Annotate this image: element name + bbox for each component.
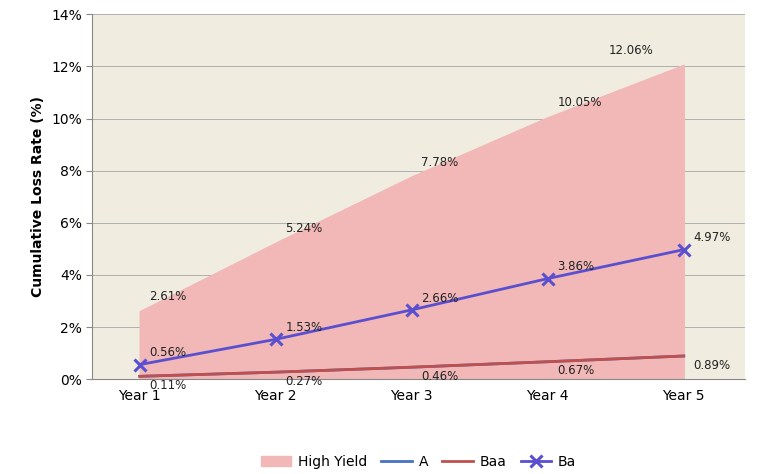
Text: 1.53%: 1.53% xyxy=(285,321,323,334)
Text: 4.97%: 4.97% xyxy=(694,231,730,245)
Text: 0.46%: 0.46% xyxy=(422,370,458,383)
Text: 0.11%: 0.11% xyxy=(149,379,187,392)
Y-axis label: Cumulative Loss Rate (%): Cumulative Loss Rate (%) xyxy=(31,96,45,297)
Text: 0.89%: 0.89% xyxy=(694,359,730,372)
Text: 0.67%: 0.67% xyxy=(558,365,594,377)
Text: 2.66%: 2.66% xyxy=(422,292,458,305)
Text: 0.56%: 0.56% xyxy=(149,346,187,359)
Text: 10.05%: 10.05% xyxy=(558,96,602,109)
Legend: High Yield, A, Baa, Ba: High Yield, A, Baa, Ba xyxy=(255,449,582,474)
Text: 0.27%: 0.27% xyxy=(285,375,323,388)
Text: 2.61%: 2.61% xyxy=(149,291,187,303)
Text: 5.24%: 5.24% xyxy=(285,222,323,235)
Text: 3.86%: 3.86% xyxy=(558,260,594,273)
Text: 12.06%: 12.06% xyxy=(609,44,654,57)
Text: 7.78%: 7.78% xyxy=(422,155,458,169)
